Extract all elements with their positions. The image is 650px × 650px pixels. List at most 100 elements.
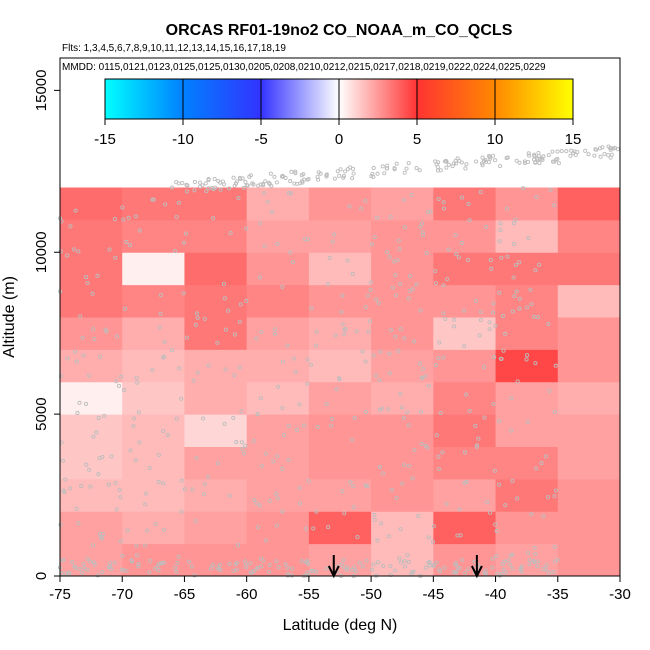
sample-point xyxy=(444,165,449,170)
sample-point xyxy=(286,423,291,429)
sample-point xyxy=(406,296,411,301)
heatmap-cell xyxy=(371,284,434,318)
sample-point xyxy=(175,560,180,566)
sample-point xyxy=(435,165,440,170)
sample-point xyxy=(98,354,103,359)
sample-point xyxy=(493,323,498,328)
sample-point xyxy=(434,433,439,438)
sample-point xyxy=(96,472,101,477)
sample-point xyxy=(280,466,285,471)
sample-point xyxy=(204,189,209,194)
sample-point xyxy=(206,363,211,368)
heatmap-cell xyxy=(371,543,434,577)
sample-point xyxy=(318,171,323,176)
sample-point xyxy=(406,423,411,428)
sample-point xyxy=(553,488,558,493)
sample-point xyxy=(271,459,276,464)
sample-point xyxy=(489,266,494,271)
sample-point xyxy=(375,538,380,543)
heatmap-cell xyxy=(122,317,185,350)
sample-point xyxy=(376,300,381,306)
sample-point xyxy=(426,383,431,388)
sample-point xyxy=(65,253,70,258)
sample-point xyxy=(254,336,259,341)
sample-point xyxy=(80,335,85,340)
sample-point xyxy=(244,565,249,570)
sample-point xyxy=(348,165,353,170)
sample-point xyxy=(259,556,264,561)
sample-point xyxy=(308,362,313,367)
y-tick-label: 10000 xyxy=(33,231,50,273)
sample-point xyxy=(473,423,478,428)
sample-point xyxy=(387,351,392,356)
sample-point xyxy=(514,158,519,163)
x-tick-label: -35 xyxy=(547,586,569,603)
sample-point xyxy=(537,262,542,267)
heatmap-cell xyxy=(495,284,559,318)
sample-point xyxy=(248,561,253,566)
sample-point xyxy=(237,175,242,181)
sample-point xyxy=(156,452,161,457)
sample-point xyxy=(393,334,398,339)
heatmap-cell xyxy=(557,219,621,253)
sample-point xyxy=(276,384,281,389)
sample-point xyxy=(194,311,200,316)
sample-point xyxy=(458,533,463,538)
sample-point xyxy=(418,409,424,414)
sample-point xyxy=(340,293,345,298)
sample-point xyxy=(474,159,479,164)
sample-point xyxy=(238,302,243,307)
sample-point xyxy=(309,306,314,311)
sample-point xyxy=(221,281,226,286)
heatmap-cell xyxy=(60,414,123,447)
sample-point xyxy=(548,187,553,192)
sample-point xyxy=(160,561,165,566)
sample-point xyxy=(163,202,168,207)
sample-point xyxy=(503,503,508,508)
sample-point xyxy=(337,377,342,382)
sample-point xyxy=(227,493,232,498)
sample-point xyxy=(223,367,228,372)
sample-point xyxy=(254,501,259,506)
heatmap-cell xyxy=(246,187,310,221)
sample-point xyxy=(543,567,548,572)
sample-point xyxy=(462,344,467,349)
sample-point xyxy=(81,562,86,567)
sample-point xyxy=(371,165,376,171)
sample-point xyxy=(240,446,245,452)
sample-point xyxy=(280,509,285,514)
sample-point xyxy=(63,571,68,576)
sample-point xyxy=(441,311,446,316)
heatmap-cell xyxy=(557,252,621,286)
sample-point xyxy=(492,468,497,473)
sample-point xyxy=(280,405,285,411)
sample-point xyxy=(546,570,551,575)
sample-point xyxy=(135,380,140,385)
sample-point xyxy=(360,349,365,354)
sample-point xyxy=(609,152,614,157)
sample-point xyxy=(533,361,538,366)
x-axis-label: Latitude (deg N) xyxy=(283,617,398,634)
sample-point xyxy=(467,218,472,223)
sample-point xyxy=(444,501,449,506)
sample-point xyxy=(305,570,310,575)
x-tick-label: -75 xyxy=(49,586,71,603)
sample-point xyxy=(466,567,471,572)
sample-point xyxy=(437,567,442,572)
colorbar-tick-label: 5 xyxy=(413,131,421,148)
sample-point xyxy=(113,255,118,260)
sample-point xyxy=(62,490,67,495)
sample-point xyxy=(511,221,517,226)
heatmap-cell xyxy=(246,284,310,318)
sample-point xyxy=(478,318,483,323)
sample-point xyxy=(433,159,438,164)
sample-point xyxy=(92,336,97,342)
sample-point xyxy=(353,569,358,574)
sample-point xyxy=(398,281,403,287)
sample-point xyxy=(136,561,141,567)
sample-point xyxy=(269,210,274,215)
sample-point xyxy=(347,204,352,209)
sample-point xyxy=(136,564,141,569)
sample-point xyxy=(285,343,290,348)
sample-point xyxy=(148,558,153,564)
